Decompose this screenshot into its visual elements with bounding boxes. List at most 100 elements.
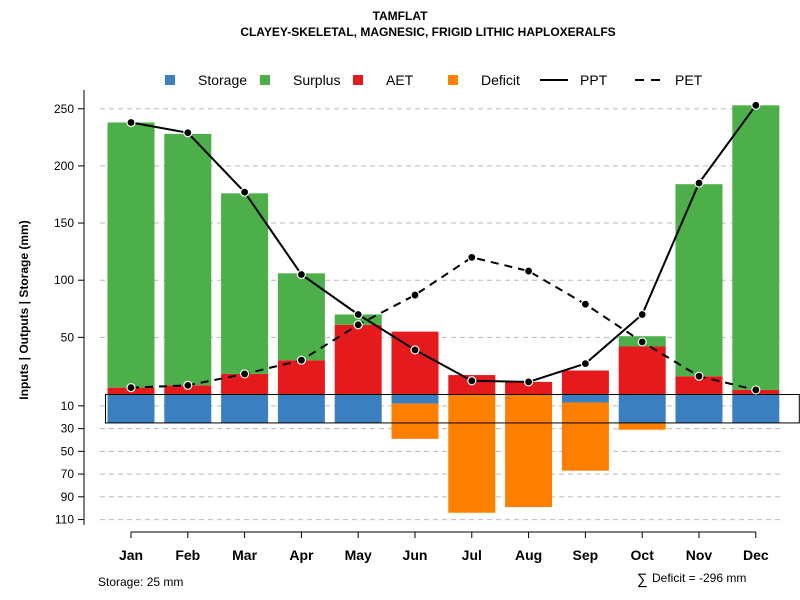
legend-label: Deficit <box>481 72 520 88</box>
pet-point <box>126 383 136 393</box>
storage-bar <box>732 394 780 423</box>
pet-point <box>751 385 761 395</box>
bars <box>105 105 800 513</box>
legend-swatch <box>353 75 363 85</box>
pet-point <box>410 290 420 300</box>
surplus-bar <box>107 122 155 388</box>
pet-point <box>467 252 477 262</box>
x-tick-label: Aug <box>515 547 542 563</box>
aet-bar <box>334 324 382 395</box>
pet-point <box>183 380 193 390</box>
legend-swatch <box>448 75 458 85</box>
y-tick-label: 10 <box>61 399 75 413</box>
legend: Storage Surplus AET Deficit PPT PET <box>165 72 703 88</box>
aet-bar <box>391 331 439 395</box>
ppt-line <box>130 104 757 383</box>
pet-point <box>296 355 306 365</box>
pet-point <box>523 266 534 276</box>
legend-label: PPT <box>580 72 608 88</box>
ppt-point <box>523 377 534 387</box>
y-tick-label: 100 <box>54 273 74 287</box>
y-tick-label: 50 <box>61 444 75 458</box>
surplus-bar <box>221 193 269 374</box>
deficit-bar <box>505 394 553 508</box>
deficit-bar <box>618 422 666 430</box>
storage-bar <box>107 394 155 423</box>
x-tick-label: Sep <box>573 547 599 563</box>
surplus-bar <box>277 273 325 361</box>
x-tick-label: Jan <box>119 547 143 563</box>
y-tick-label: 30 <box>61 422 75 436</box>
surplus-bar <box>164 133 212 386</box>
storage-bar <box>277 394 325 423</box>
chart-subtitle: CLAYEY-SKELETAL, MAGNESIC, FRIGID LITHIC… <box>240 25 615 39</box>
pet-line <box>130 256 757 391</box>
x-tick-label: Jul <box>462 547 482 563</box>
storage-bar <box>561 394 609 403</box>
aet-bar <box>505 381 553 395</box>
chart-title: TAMFLAT <box>373 9 429 23</box>
storage-bar <box>618 394 666 423</box>
ppt-point <box>240 187 250 197</box>
pet-point <box>637 337 647 347</box>
deficit-bar <box>561 402 609 471</box>
ppt-point <box>467 376 477 386</box>
x-tick-label: Feb <box>175 547 200 563</box>
y-tick-label: 70 <box>61 467 75 481</box>
ppt-point <box>353 309 363 320</box>
y-tick-label: 250 <box>54 102 74 116</box>
storage-capacity-box <box>105 394 800 424</box>
x-tick-label: Mar <box>232 547 257 563</box>
ppt-point <box>296 269 306 280</box>
series-lines <box>126 100 761 395</box>
pet-point <box>240 369 250 379</box>
ppt-point <box>751 100 761 110</box>
legend-swatch <box>165 75 175 85</box>
surplus-bar <box>732 105 780 390</box>
legend-label: AET <box>386 72 414 88</box>
storage-bar <box>221 394 269 423</box>
y-tick-label: 110 <box>55 513 74 527</box>
x-tick-label: Oct <box>631 547 655 563</box>
pet-point <box>694 371 704 381</box>
y-tick-label: 150 <box>54 216 74 230</box>
deficit-bar <box>391 403 439 439</box>
ppt-point <box>126 117 136 128</box>
ppt-point <box>410 345 420 355</box>
y-axis-label: Inputs | Outputs | Storage (mm) <box>17 220 31 399</box>
aet-bar <box>675 376 723 395</box>
y-tick-label: 200 <box>54 159 74 173</box>
storage-bar <box>391 394 439 404</box>
x-tick-label: Apr <box>289 547 314 563</box>
y-tick-label: 50 <box>61 330 75 344</box>
pet-point <box>580 299 591 309</box>
ppt-point <box>694 178 704 188</box>
y-tick-label: 90 <box>61 490 75 504</box>
ppt-point <box>637 309 647 320</box>
x-tick-label: May <box>345 547 372 563</box>
ppt-point <box>183 128 193 138</box>
axes: 50 100 150 200 250 10 30 50 70 90 110 Jan Feb Mar Apr M… <box>54 90 769 563</box>
x-tick-label: Jun <box>403 547 428 563</box>
deficit-bar <box>448 394 496 513</box>
surplus-bar <box>675 184 723 377</box>
surplus-bar <box>334 314 382 325</box>
storage-bar <box>334 394 382 423</box>
storage-bar <box>164 394 212 423</box>
x-tick-label: Nov <box>686 547 713 563</box>
legend-swatch <box>260 75 270 85</box>
aet-bar <box>561 370 609 395</box>
aet-bar <box>277 360 325 395</box>
storage-bar <box>675 394 723 423</box>
aet-bar <box>618 346 666 395</box>
storage-note: Storage: 25 mm <box>98 575 183 589</box>
aet-bar <box>221 373 269 395</box>
deficit-note: Deficit = -296 mm <box>652 571 746 585</box>
sum-symbol: ∑ <box>637 571 648 588</box>
legend-label: Surplus <box>293 72 340 88</box>
pet-point <box>353 320 363 330</box>
legend-label: Storage <box>198 72 247 88</box>
legend-label: PET <box>675 72 703 88</box>
ppt-point <box>580 359 591 369</box>
